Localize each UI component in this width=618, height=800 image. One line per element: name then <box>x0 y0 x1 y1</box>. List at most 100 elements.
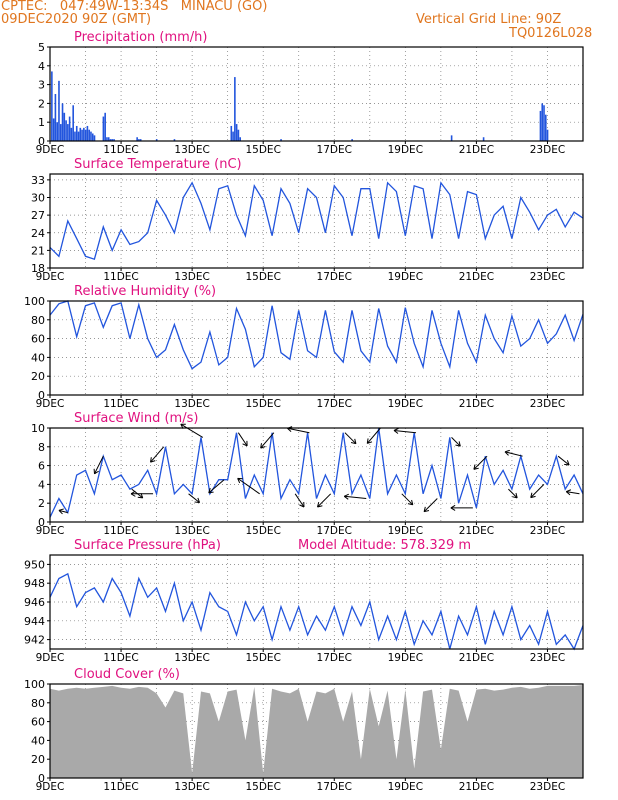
x-tick-label: 23DEC <box>530 271 565 283</box>
precip-bar <box>67 124 69 141</box>
y-tick-label: 80 <box>31 697 45 710</box>
wind-arrow-head <box>58 508 64 515</box>
wind-arrow-head <box>450 504 456 511</box>
wind-arrow <box>237 477 260 495</box>
precip-bar <box>58 80 60 141</box>
precip-bar <box>104 112 106 141</box>
precip-bar <box>136 137 138 141</box>
y-tick-label: 100 <box>24 295 45 308</box>
y-tick-label: 2 <box>38 97 45 110</box>
x-tick-label: 9DEC <box>36 781 65 793</box>
precip-bar <box>234 77 236 141</box>
x-tick-label: 15DEC <box>245 525 280 537</box>
wind-arrow-head <box>564 460 570 466</box>
y-tick-label: 4 <box>38 60 45 73</box>
series-line <box>49 427 584 518</box>
precip-bar <box>56 122 58 141</box>
y-tick-label: 8 <box>38 441 45 454</box>
panel-title: Cloud Cover (%) <box>74 667 180 682</box>
wind-arrow-head <box>455 441 461 447</box>
panel-frame <box>49 683 584 779</box>
y-tick-label: 944 <box>24 615 45 628</box>
precip-bar <box>544 114 547 141</box>
wind-arrow-head <box>299 501 305 508</box>
wind-arrow-head <box>565 489 572 496</box>
wind-arrow-head <box>393 427 399 434</box>
header-station: CPTEC: 047:49W-13:34S MINACU (GO) <box>1 0 268 14</box>
y-tick-label: 4 <box>38 478 45 491</box>
precip-bar <box>81 129 83 141</box>
precip-bar <box>235 124 238 141</box>
precip-bar <box>93 135 96 141</box>
x-tick-label: 21DEC <box>459 781 494 793</box>
y-tick-label: 40 <box>31 351 45 364</box>
x-tick-label: 17DEC <box>317 144 352 156</box>
y-tick-label: 60 <box>31 716 45 729</box>
wind-arrow <box>344 432 357 445</box>
precip-bar <box>106 137 108 141</box>
precip-bar <box>109 139 112 141</box>
precip-bar <box>351 139 353 141</box>
precip-bar <box>450 135 453 141</box>
wind-arrow <box>473 455 488 470</box>
wind-arrow-head <box>150 457 156 463</box>
x-tick-label: 13DEC <box>174 398 209 410</box>
y-tick-label: 40 <box>31 734 45 747</box>
y-tick-label: 1 <box>38 116 45 129</box>
wind-arrow-head <box>242 440 248 447</box>
panel-frame <box>49 300 584 396</box>
wind-arrow <box>423 498 438 513</box>
wind-arrow <box>94 455 104 475</box>
x-tick-label: 19DEC <box>388 144 423 156</box>
precip-bar <box>111 139 114 141</box>
precip-bar <box>51 71 53 141</box>
y-tick-label: 80 <box>31 314 45 327</box>
x-tick-label: 17DEC <box>317 398 352 410</box>
wind-arrow-head <box>473 464 479 470</box>
x-tick-label: 11DEC <box>103 525 138 537</box>
y-tick-label: 3 <box>38 79 45 92</box>
panel-frame <box>49 173 584 269</box>
y-tick-label: 21 <box>31 244 45 257</box>
precip-bar <box>72 105 74 141</box>
precip-bar <box>59 124 62 141</box>
panel-title: Surface Temperature (nC) <box>74 157 242 172</box>
x-tick-label: 23DEC <box>530 144 565 156</box>
wind-arrow-head <box>237 477 243 484</box>
y-tick-label: 18 <box>31 262 45 275</box>
precip-bar <box>102 116 105 141</box>
wind-arrow-head <box>93 468 99 475</box>
y-tick-label: 24 <box>31 227 45 240</box>
x-tick-label: 9DEC <box>36 144 65 156</box>
y-tick-label: 0 <box>38 389 45 402</box>
panel-title: Surface Wind (m/s) <box>74 411 198 426</box>
x-tick-label: 13DEC <box>174 525 209 537</box>
wind-arrow-head <box>530 492 536 499</box>
precip-bar <box>280 139 282 141</box>
wind-arrow-head <box>350 438 357 445</box>
precip-bar <box>139 139 142 141</box>
series-line <box>49 181 584 261</box>
precip-bar <box>113 139 115 141</box>
precip-bar <box>232 131 234 141</box>
header-datetime: 09DEC2020 90Z (GMT) <box>1 12 152 27</box>
precip-bar <box>230 125 233 141</box>
x-tick-label: 19DEC <box>388 652 423 664</box>
wind-arrow <box>451 437 461 447</box>
wind-arrow-head <box>343 493 349 500</box>
precip-bar <box>90 131 92 141</box>
wind-arrow <box>58 509 68 514</box>
header-grid-note: Vertical Grid Line: 90Z <box>416 12 562 27</box>
precip-bar <box>65 120 67 141</box>
x-tick-label: 17DEC <box>317 781 352 793</box>
x-tick-label: 21DEC <box>459 271 494 283</box>
x-tick-label: 15DEC <box>245 781 280 793</box>
series-line <box>49 300 584 370</box>
x-tick-label: 15DEC <box>245 398 280 410</box>
panel-subtitle: Model Altitude: 578.329 m <box>298 538 471 553</box>
x-tick-label: 13DEC <box>174 652 209 664</box>
x-tick-label: 21DEC <box>459 525 494 537</box>
precip-bar <box>52 118 55 141</box>
x-tick-label: 23DEC <box>530 652 565 664</box>
series-line <box>49 572 584 651</box>
